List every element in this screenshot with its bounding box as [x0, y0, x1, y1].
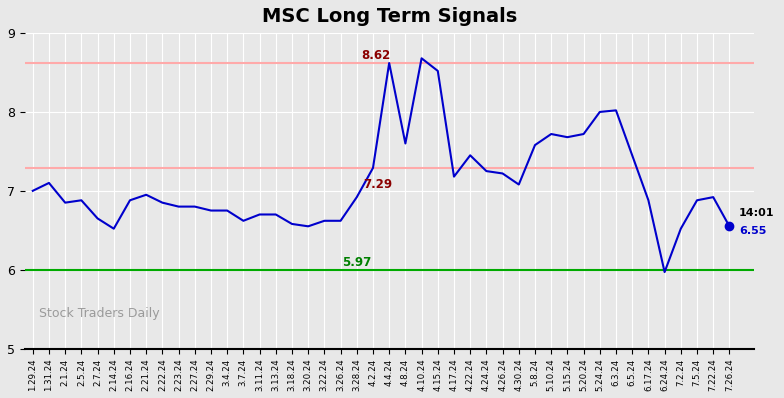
Text: 8.62: 8.62	[361, 49, 391, 62]
Text: 5.97: 5.97	[342, 256, 372, 269]
Title: MSC Long Term Signals: MSC Long Term Signals	[262, 7, 517, 26]
Text: Stock Traders Daily: Stock Traders Daily	[39, 307, 160, 320]
Text: 6.55: 6.55	[739, 226, 767, 236]
Text: 14:01: 14:01	[739, 208, 775, 218]
Text: 7.29: 7.29	[363, 178, 393, 191]
